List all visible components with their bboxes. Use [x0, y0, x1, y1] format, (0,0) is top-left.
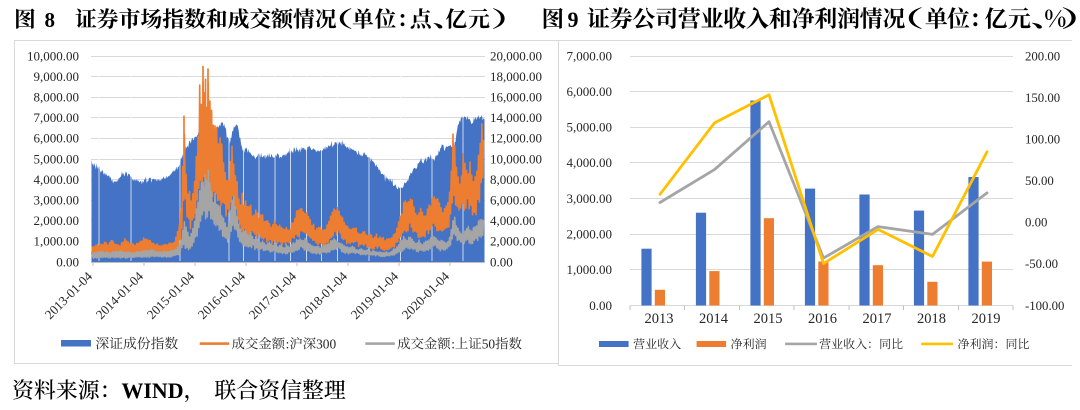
- svg-text:5,000.00: 5,000.00: [567, 120, 613, 135]
- svg-text:20,000.00: 20,000.00: [490, 48, 542, 63]
- svg-text:12,000.00: 12,000.00: [490, 131, 542, 146]
- svg-text:200.00: 200.00: [1025, 49, 1060, 63]
- svg-text:0.00: 0.00: [589, 298, 612, 313]
- svg-text:1,000.00: 1,000.00: [34, 234, 80, 249]
- svg-text:0.00: 0.00: [56, 254, 79, 269]
- svg-text:8,000.00: 8,000.00: [490, 172, 536, 187]
- svg-text:6,000.00: 6,000.00: [34, 131, 80, 146]
- svg-text:1,000.00: 1,000.00: [567, 262, 613, 277]
- svg-text:6,000.00: 6,000.00: [490, 193, 536, 208]
- svg-text:WIND: WIND: [122, 378, 184, 403]
- svg-text:2,000.00: 2,000.00: [490, 234, 536, 249]
- svg-text:2,000.00: 2,000.00: [34, 213, 80, 228]
- svg-text:300: 300: [316, 336, 336, 351]
- svg-text:4,000.00: 4,000.00: [567, 155, 613, 170]
- svg-text:150.00: 150.00: [1025, 91, 1060, 105]
- svg-text:9: 9: [568, 7, 579, 32]
- svg-text:2017: 2017: [863, 311, 892, 327]
- svg-text:8,000.00: 8,000.00: [34, 90, 80, 105]
- svg-text:7,000.00: 7,000.00: [567, 48, 613, 63]
- svg-text:2019: 2019: [972, 311, 1001, 327]
- svg-text:4,000.00: 4,000.00: [490, 213, 536, 228]
- svg-text:50: 50: [482, 336, 496, 351]
- svg-text:2015: 2015: [754, 311, 783, 327]
- svg-text:6,000.00: 6,000.00: [567, 84, 613, 99]
- svg-text:2,000.00: 2,000.00: [567, 227, 613, 242]
- svg-text:10,000.00: 10,000.00: [27, 48, 79, 63]
- svg-text:-100.00: -100.00: [1025, 299, 1064, 313]
- svg-text:7,000.00: 7,000.00: [34, 110, 80, 125]
- svg-text:0.00: 0.00: [490, 254, 513, 269]
- svg-text:18,000.00: 18,000.00: [490, 69, 542, 84]
- svg-text:-50.00: -50.00: [1025, 257, 1058, 271]
- svg-text:5,000.00: 5,000.00: [34, 151, 80, 166]
- svg-text:4,000.00: 4,000.00: [34, 172, 80, 187]
- svg-text:2014: 2014: [699, 311, 729, 327]
- svg-text:2018: 2018: [917, 311, 946, 327]
- svg-text:16,000.00: 16,000.00: [490, 90, 542, 105]
- svg-text:14,000.00: 14,000.00: [490, 110, 542, 125]
- svg-text::: :: [451, 336, 455, 351]
- svg-text:2013: 2013: [645, 311, 674, 327]
- svg-text::: :: [286, 336, 290, 351]
- svg-text:100.00: 100.00: [1025, 133, 1060, 147]
- svg-text:8: 8: [45, 8, 56, 32]
- svg-text:0.00: 0.00: [1025, 216, 1047, 230]
- svg-text:3,000.00: 3,000.00: [567, 191, 613, 206]
- svg-text:2016: 2016: [808, 311, 837, 327]
- svg-text:9,000.00: 9,000.00: [34, 69, 80, 84]
- svg-text:50.00: 50.00: [1025, 174, 1054, 188]
- svg-text:10,000.00: 10,000.00: [490, 151, 542, 166]
- svg-text:3,000.00: 3,000.00: [34, 193, 80, 208]
